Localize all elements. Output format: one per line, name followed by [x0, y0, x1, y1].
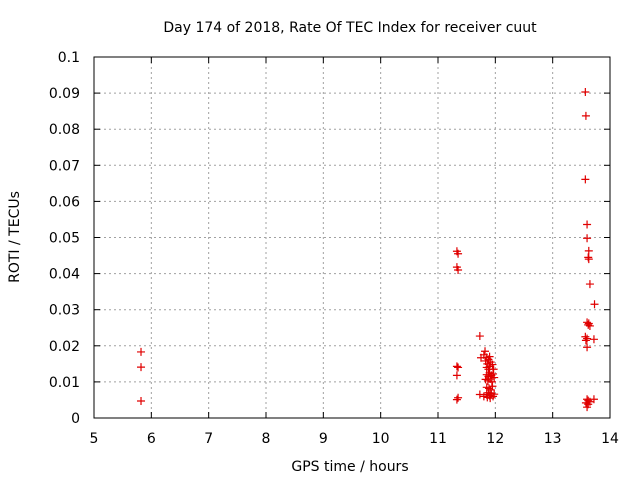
- data-point-marker: [485, 352, 494, 361]
- x-tick-label: 12: [486, 431, 504, 447]
- data-point-marker: [488, 382, 497, 391]
- data-point-marker: [581, 88, 590, 97]
- grid-lines: [94, 57, 610, 418]
- data-point-marker: [583, 334, 592, 343]
- data-point-marker: [481, 347, 490, 356]
- y-tick-label: 0.06: [49, 194, 80, 210]
- data-point-marker: [137, 347, 146, 356]
- y-tick-label: 0.01: [49, 375, 80, 391]
- y-tick-label: 0.05: [49, 231, 80, 247]
- data-points: [137, 88, 599, 412]
- x-tick-label: 8: [262, 431, 271, 447]
- data-point-marker: [454, 249, 463, 258]
- data-point-marker: [590, 300, 599, 309]
- y-tick-label: 0: [71, 411, 80, 427]
- y-tick-label: 0.02: [49, 339, 80, 355]
- data-point-marker: [137, 363, 146, 372]
- y-tick-label: 0.07: [49, 158, 80, 174]
- data-point-marker: [581, 111, 590, 120]
- data-point-marker: [489, 369, 498, 378]
- x-tick-label: 5: [90, 431, 99, 447]
- data-point-marker: [490, 390, 499, 399]
- data-point-marker: [583, 403, 592, 412]
- data-point-marker: [583, 220, 592, 229]
- y-tick-label: 0.04: [49, 267, 80, 283]
- x-axis-title: GPS time / hours: [291, 459, 408, 475]
- chart-title: Day 174 of 2018, Rate Of TEC Index for r…: [163, 20, 537, 36]
- y-tick-label: 0.08: [49, 122, 80, 138]
- data-point-marker: [589, 395, 598, 404]
- y-tick-label: 0.03: [49, 303, 80, 319]
- x-tick-label: 7: [204, 431, 213, 447]
- x-tick-label: 9: [319, 431, 328, 447]
- data-point-marker: [583, 234, 592, 243]
- x-tick-label: 14: [601, 431, 619, 447]
- y-axis-title: ROTI / TECUs: [7, 191, 23, 283]
- y-tick-label: 0.09: [49, 86, 80, 102]
- data-point-marker: [452, 395, 461, 404]
- data-point-marker: [581, 175, 590, 184]
- x-tick-label: 11: [429, 431, 447, 447]
- data-point-marker: [581, 336, 590, 345]
- data-point-marker: [583, 343, 592, 352]
- data-point-marker: [584, 255, 593, 264]
- data-point-marker: [452, 362, 461, 371]
- data-point-marker: [137, 397, 146, 406]
- y-tick-labels: 0 0.01 0.02 0.03 0.04 0.05 0.06 0.07 0.08 0.09 0.1: [49, 50, 80, 427]
- data-point-marker: [486, 394, 495, 403]
- data-point-marker: [585, 280, 594, 289]
- data-point-marker: [452, 371, 461, 380]
- x-tick-label: 6: [147, 431, 156, 447]
- data-point-marker: [475, 390, 484, 399]
- data-point-marker: [454, 363, 463, 372]
- data-point-marker: [589, 335, 598, 344]
- data-point-marker: [454, 265, 463, 274]
- x-tick-label: 10: [372, 431, 390, 447]
- plot-frame: [93, 56, 611, 419]
- data-point-marker: [585, 321, 594, 330]
- y-tick-label: 0.1: [58, 50, 80, 66]
- data-point-marker: [490, 373, 499, 382]
- data-point-marker: [488, 360, 497, 369]
- data-point-marker: [475, 332, 484, 341]
- data-point-marker: [454, 393, 463, 402]
- x-tick-labels: 5 6 7 8 9 10 11 12 13 14: [90, 431, 619, 447]
- axis-ticks: [93, 56, 611, 419]
- x-tick-label: 13: [544, 431, 562, 447]
